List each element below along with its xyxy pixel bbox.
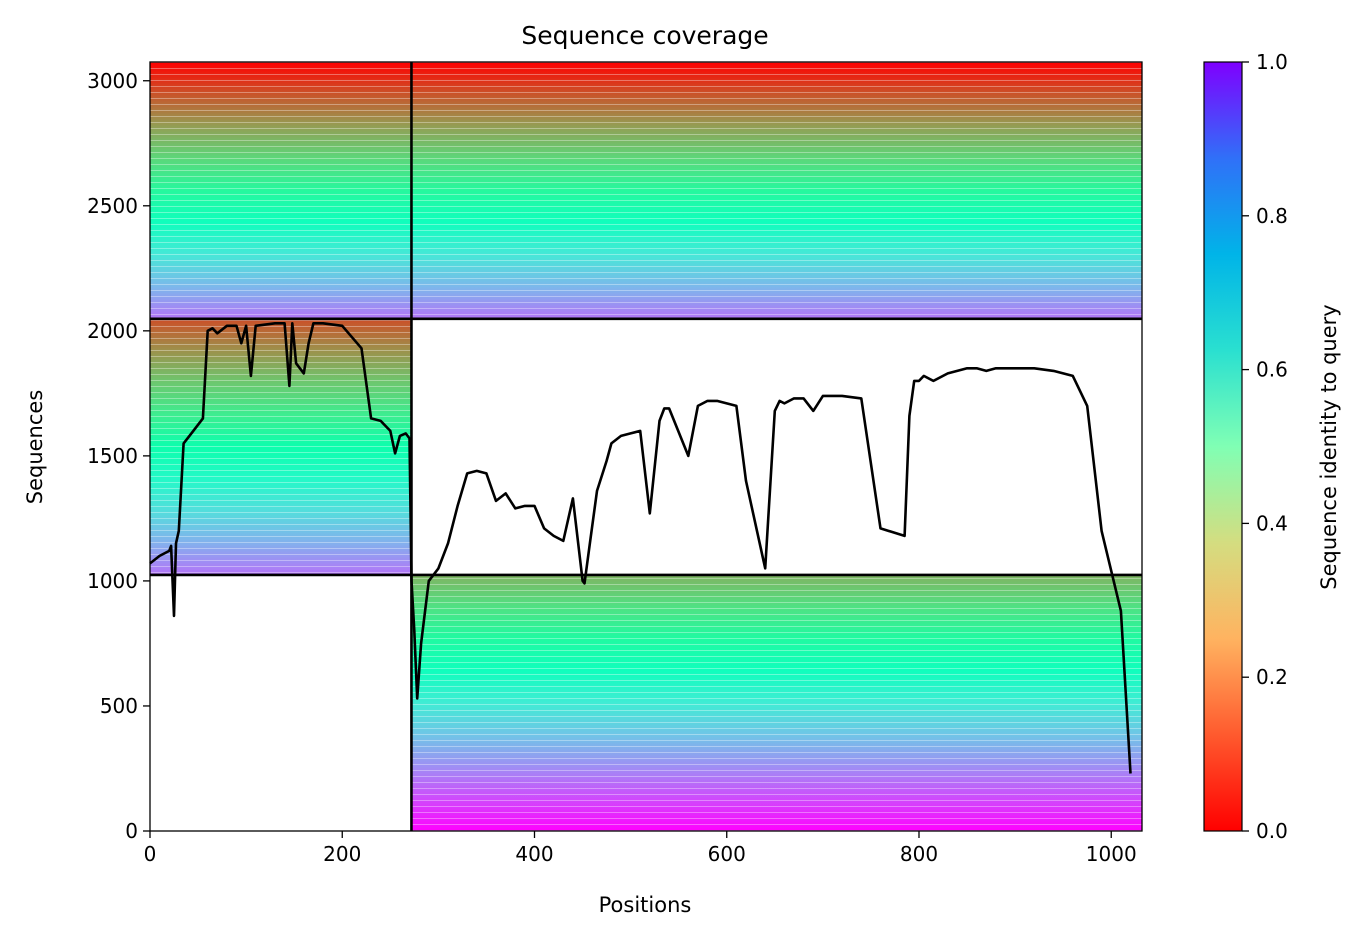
y-tick-label: 1500 (87, 444, 138, 468)
x-tick-label: 0 (144, 842, 157, 866)
colorbar-tick-label: 0.4 (1256, 511, 1288, 535)
msa-block-texture (411, 574, 1142, 831)
y-tick-label: 2000 (87, 319, 138, 343)
y-axis-label: Sequences (23, 390, 47, 505)
colorbar-label: Sequence identity to query (1317, 304, 1341, 589)
colorbar-tick-label: 0.0 (1256, 819, 1288, 843)
colorbar-tick-label: 0.6 (1256, 358, 1288, 382)
coverage-line (149, 321, 1132, 774)
colorbar-ticks: 0.0 0.2 0.4 0.6 0.8 1.0 (1242, 50, 1288, 843)
plot-frame (149, 61, 1143, 832)
msa-block-texture (411, 62, 1142, 319)
colorbar (1203, 61, 1243, 832)
axis-ticks: 0 200 400 600 800 1000 0 500 1000 1500 2000 2500 300… (87, 69, 1137, 866)
chart-title: Sequence coverage (521, 21, 768, 50)
plot-border (149, 61, 1143, 832)
colorbar-tick-label: 0.2 (1256, 665, 1288, 689)
y-tick-label: 0 (125, 819, 138, 843)
coverage-line-layer (149, 321, 1132, 774)
x-tick-label: 800 (900, 842, 938, 866)
y-tick-label: 500 (100, 694, 138, 718)
colorbar-tick-label: 1.0 (1256, 50, 1288, 74)
colorbar-tick-label: 0.8 (1256, 204, 1288, 228)
x-tick-label: 1000 (1086, 842, 1137, 866)
msa-blocks (150, 62, 1142, 831)
x-tick-label: 400 (515, 842, 553, 866)
x-tick-label: 200 (323, 842, 361, 866)
y-tick-label: 3000 (87, 69, 138, 93)
x-tick-label: 600 (708, 842, 746, 866)
msa-block-texture (150, 318, 412, 575)
msa-block-texture (150, 62, 412, 319)
y-tick-label: 1000 (87, 569, 138, 593)
y-tick-label: 2500 (87, 194, 138, 218)
x-axis-label: Positions (599, 893, 692, 917)
